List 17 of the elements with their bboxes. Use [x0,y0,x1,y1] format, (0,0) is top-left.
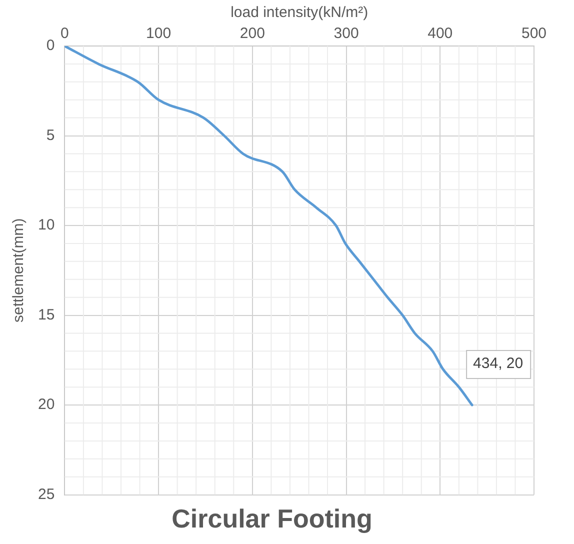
y-tick-label: 10 [38,216,55,234]
x-tick-label: 400 [428,25,453,42]
x-tick-label: 500 [521,25,547,42]
line-series [64,46,474,406]
x-tick-label: 100 [146,25,172,42]
text: Circular Footing [172,504,372,534]
y-tick-label: 5 [46,126,55,144]
x-axis-title: load intensity(kN/m²) [230,4,368,22]
x-tick-label: 300 [334,25,359,42]
annotation: 434, 20 [473,355,524,372]
x-tick-label: 200 [240,25,265,42]
y-tick-label: 0 [46,37,55,54]
y-axis-title: settlement(mm) [10,218,28,322]
y-tick-label: 20 [38,396,55,414]
y-tick-label: 15 [38,306,55,324]
y-tick-label: 25 [38,486,55,503]
x-tick-label: 0 [60,25,69,42]
